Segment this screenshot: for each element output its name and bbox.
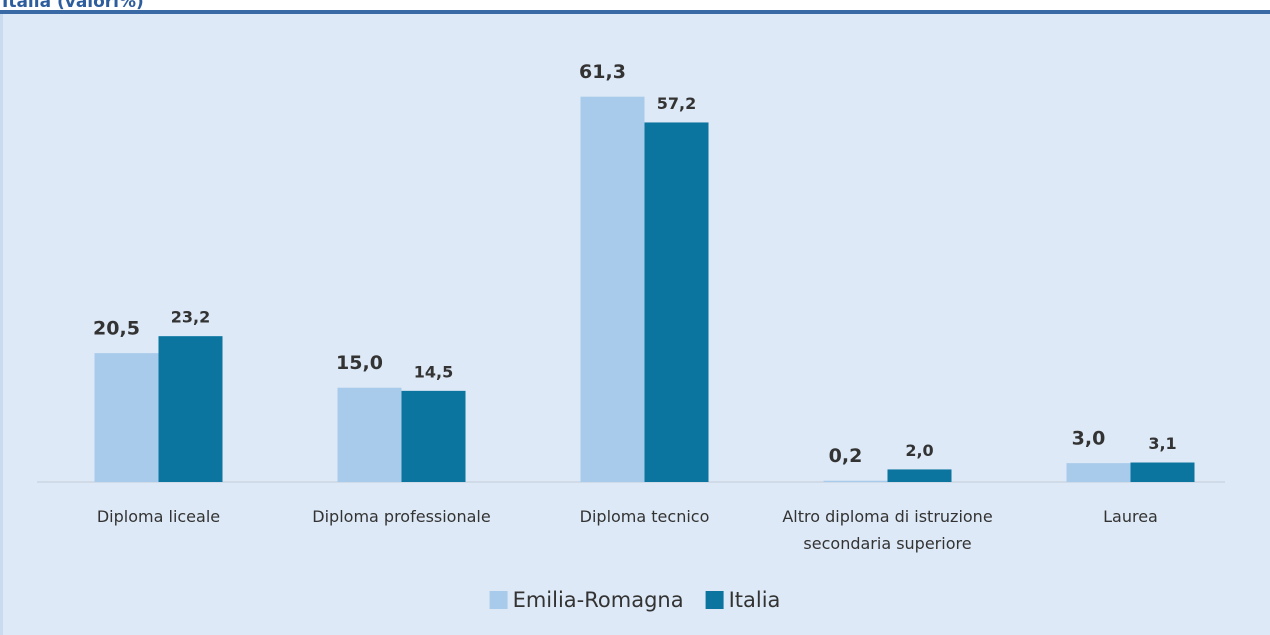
chart-title: Italia (valori%) [2,0,144,12]
bar [94,353,159,482]
label-line: Diploma professionale [312,507,490,526]
bar [823,480,888,482]
bar [158,336,223,482]
data-label: 15,0 [336,352,383,374]
panel-edge [0,14,3,635]
bar [401,390,466,482]
x-tick-label: Diploma liceale [97,507,220,526]
legend-label: Italia [729,588,781,612]
label-line: secondaria superiore [803,534,971,553]
data-label: 61,3 [579,61,626,83]
header-rule [0,10,1270,14]
legend-swatch [705,591,724,609]
label-line: Diploma liceale [97,507,220,526]
label-line: Altro diploma di istruzione [782,507,992,526]
data-label: 3,0 [1072,428,1106,450]
legend-swatch [489,591,508,609]
label-line: Diploma tecnico [580,507,710,526]
bar [1130,462,1195,482]
x-tick-label: Laurea [1103,507,1158,526]
data-label: 3,1 [1148,434,1176,453]
bar [337,387,402,482]
legend-label: Emilia-Romagna [513,588,684,612]
bar [644,122,709,482]
bar [1066,463,1131,482]
data-label: 2,0 [905,441,933,460]
data-label: 0,2 [829,445,863,467]
x-tick-label: Diploma professionale [312,507,490,526]
data-label: 57,2 [657,94,696,113]
label-line: Laurea [1103,507,1158,526]
bar [580,96,645,482]
data-label: 14,5 [414,362,453,381]
data-label: 20,5 [93,318,140,340]
x-tick-label: Diploma tecnico [580,507,710,526]
legend: Emilia-Romagna Italia [489,588,781,612]
bar [887,469,952,482]
x-tick-label: Altro diploma di istruzione secondaria su… [782,507,992,553]
data-label: 23,2 [171,308,210,327]
